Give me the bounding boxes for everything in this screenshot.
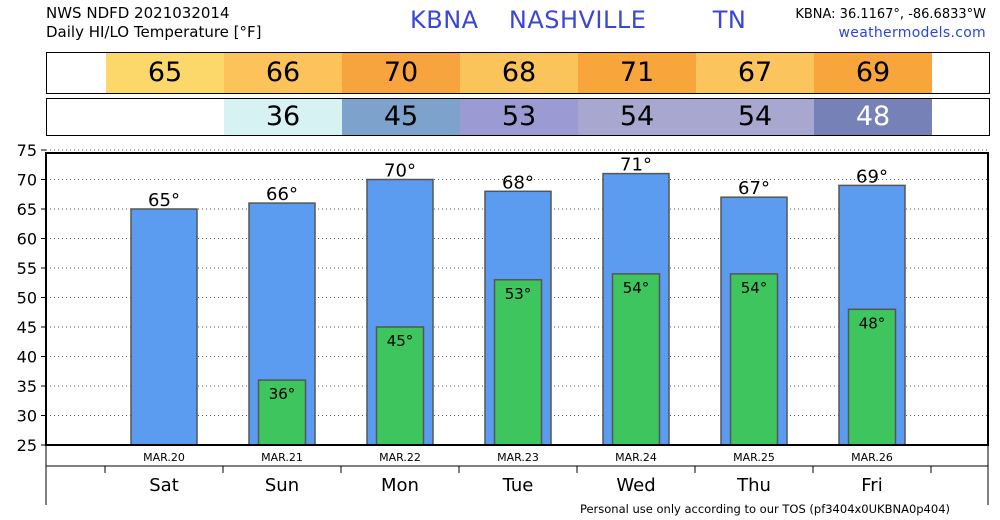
lo_strip-cell: 36 — [224, 99, 342, 135]
high-temp-bar — [130, 208, 198, 446]
day-label: Sun — [265, 475, 299, 496]
bars: 65° 66° 36° 70° 45° 68° 53° 71° 54° 67° 54° 69° 48° — [130, 155, 906, 446]
low-temp-bar — [729, 273, 779, 446]
date-label: MAR.25 — [733, 451, 775, 464]
hi_strip-cell: 71 — [578, 53, 696, 93]
y-tick-label: 35 — [17, 377, 37, 396]
high-temp-label: 65° — [148, 190, 180, 211]
high-temp-strip: 65 66 70 68 71 67 69 — [46, 52, 990, 94]
date-label: MAR.23 — [497, 451, 539, 464]
y-tick-label: 70 — [17, 171, 37, 190]
chart-header-left: NWS NDFD 2021032014 Daily HI/LO Temperat… — [46, 4, 262, 42]
date-label: MAR.26 — [851, 451, 893, 464]
date-label: MAR.22 — [379, 451, 421, 464]
y-tick-label: 45 — [17, 318, 37, 337]
low-temp-bar — [847, 308, 897, 446]
day-label: Sat — [149, 475, 179, 496]
hi_strip-cell: 68 — [460, 53, 578, 93]
high-temp-label: 70° — [384, 161, 416, 182]
high-temp-label: 67° — [738, 178, 770, 199]
y-tick-label: 50 — [17, 289, 37, 308]
state-code: TN — [712, 6, 747, 34]
location-title: KBNA NASHVILLE TN — [410, 6, 746, 34]
day-label: Fri — [861, 475, 882, 496]
low-temp-label: 53° — [505, 285, 532, 303]
y-tick-label: 30 — [17, 407, 37, 426]
grid-lines — [46, 149, 988, 416]
day-label: Wed — [616, 475, 655, 496]
footer-note: Personal use only according to our TOS (… — [579, 502, 950, 516]
city-name: NASHVILLE — [508, 6, 647, 34]
low-temp-bar — [257, 379, 307, 446]
chart-title: Daily HI/LO Temperature [°F] — [46, 23, 262, 41]
y-tick-label: 25 — [17, 436, 37, 455]
date-label: MAR.24 — [615, 451, 657, 464]
low-temp-bar — [493, 279, 543, 446]
day-label: Tue — [502, 475, 534, 496]
lo_strip-cell: 54 — [578, 99, 696, 135]
hi_strip-cell: 67 — [696, 53, 814, 93]
low-temp-strip: 36 45 53 54 54 48 — [46, 98, 990, 136]
high-temp-label: 71° — [620, 155, 652, 176]
hi_strip-cell: 65 — [106, 53, 224, 93]
low-temp-label: 48° — [859, 314, 886, 332]
low-temp-label: 36° — [269, 385, 296, 403]
chart-header-right: KBNA: 36.1167°, -86.6833°W weathermodels… — [795, 5, 986, 43]
y-tick-label: 55 — [17, 259, 37, 278]
lo_strip-cell: 54 — [696, 99, 814, 135]
lo_strip-cell: 45 — [342, 99, 460, 135]
high-temp-label: 66° — [266, 184, 298, 205]
lo_strip-cell: 48 — [814, 99, 932, 135]
site-link[interactable]: weathermodels.com — [838, 25, 986, 41]
station-coords: KBNA: 36.1167°, -86.6833°W — [795, 7, 986, 22]
plot-frame — [45, 152, 989, 446]
hi_strip-cell: 69 — [814, 53, 932, 93]
low-temp-label: 45° — [387, 332, 414, 350]
y-tick-label: 40 — [17, 348, 37, 367]
y-tick-label: 65 — [17, 200, 37, 219]
lo_strip-cell: 53 — [460, 99, 578, 135]
hi_strip-cell: 70 — [342, 53, 460, 93]
low-temp-bar — [611, 273, 661, 446]
high-temp-label: 69° — [856, 166, 888, 187]
model-run: NWS NDFD 2021032014 — [46, 4, 230, 22]
y-tick-label: 75 — [17, 141, 37, 160]
day-label: Mon — [381, 475, 419, 496]
lo_strip-cell — [106, 99, 224, 135]
day-label: Thu — [736, 475, 771, 496]
low-temp-label: 54° — [623, 279, 650, 297]
low-temp-label: 54° — [741, 279, 768, 297]
station-id: KBNA — [410, 6, 479, 34]
date-label: MAR.20 — [143, 451, 185, 464]
axes: 25 30 35 40 45 50 55 60 65 70 75 MAR.20 Sat MAR.21 Sun… — [17, 141, 989, 505]
hi_strip-cell: 66 — [224, 53, 342, 93]
high-temp-label: 68° — [502, 172, 534, 193]
y-tick-label: 60 — [17, 230, 37, 249]
date-label: MAR.21 — [261, 451, 303, 464]
